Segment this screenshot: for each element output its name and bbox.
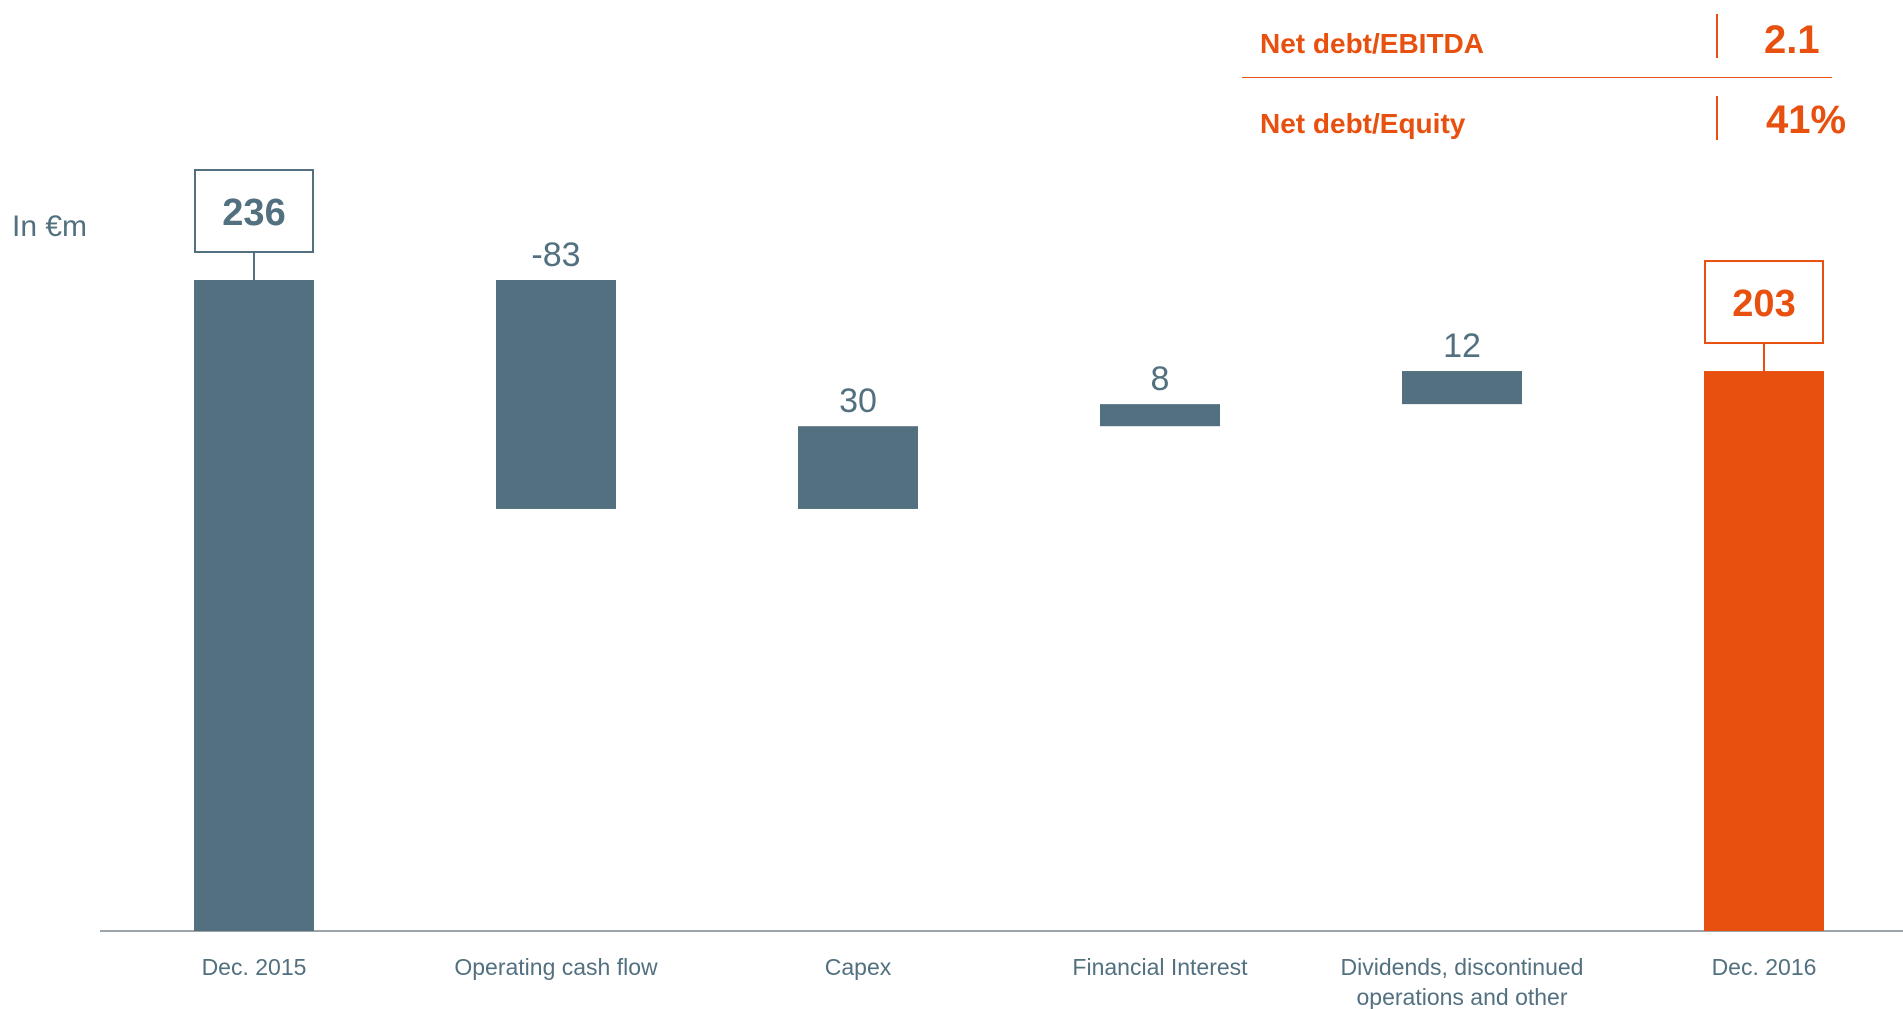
bar-0	[194, 280, 314, 931]
kpi-label-net-debt-equity: Net debt/Equity	[1260, 108, 1466, 139]
x-tick-label-1: Operating cash flow	[454, 954, 658, 980]
kpi-separator	[1716, 14, 1718, 58]
data-label-1: -83	[531, 236, 580, 274]
x-tick-label-5: Dec. 2016	[1712, 954, 1817, 980]
data-label-2: 30	[839, 382, 877, 420]
x-tick-label-0: Dec. 2015	[202, 954, 307, 980]
data-label-0: 236	[222, 192, 285, 234]
x-tick-label-2: Capex	[825, 954, 892, 980]
bar-1	[496, 280, 616, 509]
bar-5	[1704, 371, 1824, 931]
unit-label: In €m	[12, 210, 88, 243]
bar-2	[798, 426, 918, 509]
data-label-3: 8	[1151, 360, 1170, 398]
x-tick-label-3: Financial Interest	[1072, 954, 1248, 980]
bar-3	[1100, 404, 1220, 427]
x-tick-label-4-line-0: Dividends, discontinued	[1341, 954, 1584, 980]
kpi-divider-line	[1242, 77, 1832, 78]
x-tick-label-4-line-1: operations and other	[1357, 984, 1568, 1009]
data-label-4: 12	[1443, 327, 1481, 365]
kpi-label-net-debt-ebitda: Net debt/EBITDA	[1260, 28, 1484, 59]
data-label-box-5	[1704, 260, 1824, 345]
data-label-box-0	[194, 169, 314, 253]
kpi-value-net-debt-equity: 41%	[1766, 98, 1847, 142]
kpi-value-net-debt-ebitda: 2.1	[1764, 18, 1820, 62]
kpi-separator	[1716, 96, 1718, 140]
bar-4	[1402, 371, 1522, 405]
data-label-5: 203	[1732, 283, 1795, 325]
